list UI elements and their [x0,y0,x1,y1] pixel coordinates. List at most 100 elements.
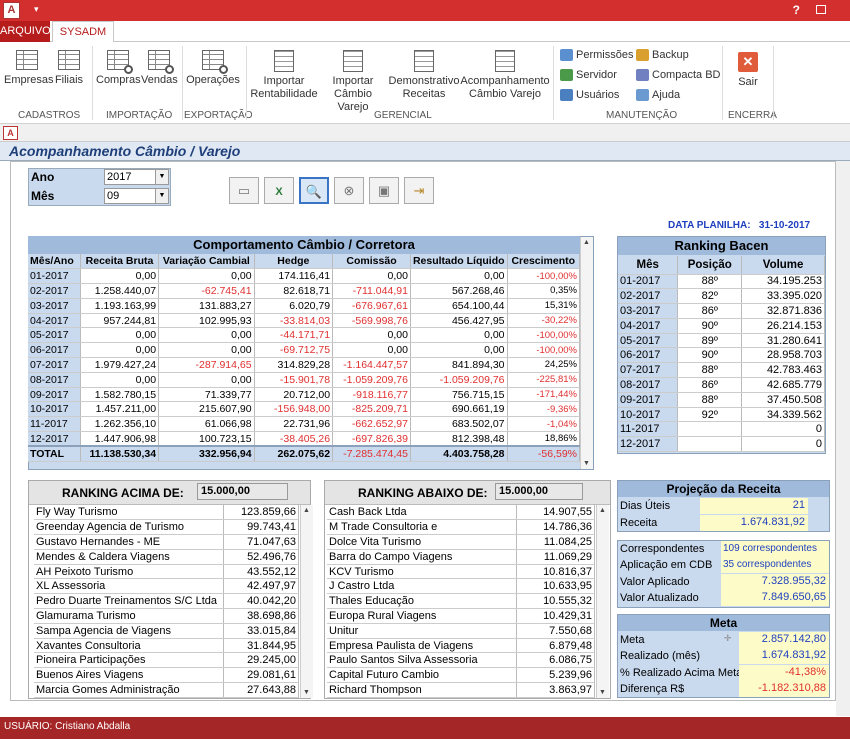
list-item[interactable]: Xavantes Consultoria 31.844,95 [34,638,299,654]
table-row[interactable]: 06-2017 90º 28.958.703 [618,347,825,364]
empresas-button[interactable]: Empresas [4,50,54,87]
importar-cambio-button[interactable]: Importar Câmbio Varejo [318,50,388,114]
table-row[interactable]: 03-2017 1.193.163,99 131.883,27 6.020,79 -67… [28,298,581,314]
list-item[interactable]: KCV Turismo 10.816,37 [327,564,595,580]
excel-export-button[interactable]: X [264,177,294,204]
list-item[interactable]: Mendes & Caldera Viagens 52.496,76 [34,549,299,565]
list-item[interactable]: J Castro Ltda 10.633,95 [327,578,595,595]
group-cadastros: CADASTROS [18,110,81,121]
permissoes-button[interactable]: Permissões [560,49,633,61]
table-row[interactable]: 05-2017 0,00 0,00 -44.171,71 0,00 0,00 -100,00… [28,327,581,344]
receita-value[interactable]: 1.674.831,92 [700,515,808,531]
ranking-abaixo-threshold[interactable]: 15.000,00 [495,483,583,500]
ranking-acima-scrollbar[interactable]: ▲ ▼ [300,505,313,698]
list-item[interactable]: M Trade Consultoria e 14.786,36 [327,519,595,536]
list-item[interactable]: Pioneira Participações 29.245,00 [34,652,299,669]
scroll-up-icon[interactable]: ▲ [303,507,310,514]
tab-sysadm[interactable]: SYSADM [52,21,114,43]
backup-button[interactable]: Backup [636,49,689,61]
list-item[interactable]: Barra do Campo Viagens 11.069,29 [327,549,595,565]
ranking-abaixo-scrollbar[interactable]: ▲ ▼ [596,505,609,698]
table-row[interactable]: 10-2017 92º 34.339.562 [618,407,825,423]
demonstrativo-button[interactable]: Demonstrativo Receitas [388,50,460,101]
table-row[interactable]: 10-2017 1.457.211,00 215.607,90 -156.948,00… [28,401,581,418]
list-item[interactable]: Richard Thompson 3.863,97 [327,682,595,698]
scroll-up-icon[interactable]: ▲ [599,507,606,514]
row-volume: 0 [741,436,825,453]
dias-uteis-value[interactable]: 21 [700,498,808,514]
ranking-acima-threshold[interactable]: 15.000,00 [197,483,288,500]
window-button[interactable]: ▭ [229,177,259,204]
meta-value[interactable]: 2.857.142,80 [739,632,829,648]
table-row[interactable]: 12-2017 0 [618,436,825,453]
comportamento-scrollbar[interactable]: ▲ ▼ [580,237,593,469]
form-scrollbar[interactable] [836,161,850,716]
mes-select[interactable]: 09 ▼ [104,188,169,204]
acompanhamento-button[interactable]: Acompanhamento Câmbio Varejo [460,50,550,101]
list-item[interactable]: Fly Way Turismo 123.859,66 [34,505,299,521]
ano-select[interactable]: 2017 ▼ [104,169,169,185]
table-row[interactable]: 07-2017 1.979.427,24 -287.914,65 314.829,28… [28,357,581,373]
table-row[interactable]: 07-2017 88º 42.783.463 [618,362,825,379]
table-row[interactable]: 08-2017 0,00 0,00 -15.901,78 -1.059.209,76 -1… [28,372,581,388]
table-row[interactable]: 03-2017 86º 32.871.836 [618,303,825,319]
list-item[interactable]: Gustavo Hernandes - ME 71.047,63 [34,534,299,550]
usuarios-button[interactable]: Usuários [560,89,619,101]
scroll-down-icon[interactable]: ▼ [583,460,590,467]
scroll-down-icon[interactable]: ▼ [303,689,310,696]
save-button[interactable]: ▣ [369,177,399,204]
cancel-button[interactable]: ⊗ [334,177,364,204]
preview-button[interactable]: 🔍 [299,177,329,204]
table-row[interactable]: 02-2017 1.258.440,07 -62.745,41 82.618,71 -7… [28,283,581,299]
list-item[interactable]: Unitur 7.550,68 [327,623,595,639]
list-item[interactable]: Thales Educação 10.555,32 [327,593,595,610]
table-row[interactable]: 01-2017 88º 34.195.253 [618,274,825,290]
operacoes-button[interactable]: Operações [186,50,240,87]
list-item[interactable]: Dolce Vita Turismo 11.084,25 [327,534,595,550]
table-row[interactable]: 09-2017 1.582.780,15 71.339,77 20.712,00 -91… [28,387,581,403]
help-button[interactable]: ? [792,3,800,17]
exit-button[interactable]: ⇥ [404,177,434,204]
ajuda-button[interactable]: Ajuda [636,89,680,101]
compacta-button[interactable]: Compacta BD [636,69,720,81]
list-item[interactable]: Paulo Santos Silva Assessoria 6.086,75 [327,652,595,669]
list-item[interactable]: Europa Rural Viagens 10.429,31 [327,608,595,624]
list-item[interactable]: Buenos Aires Viagens 29.081,61 [34,667,299,684]
quick-access-dropdown-icon[interactable]: ▾ [34,4,39,14]
compras-button[interactable]: Compras [96,50,141,87]
list-item[interactable]: Empresa Paulista de Viagens 6.879,48 [327,638,595,654]
list-item[interactable]: Marcia Gomes Administração 27.643,88 [34,682,299,698]
table-row[interactable]: 12-2017 1.447.906,98 100.723,15 -38.405,26-… [28,431,581,447]
form-tab-icon[interactable]: A [3,126,18,140]
table-row[interactable]: 11-2017 0 [618,421,825,438]
scroll-down-icon[interactable]: ▼ [599,689,606,696]
table-row[interactable]: 08-2017 86º 42.685.779 [618,377,825,393]
sair-button[interactable]: ✕ Sair [734,52,762,89]
chevron-down-icon[interactable]: ▼ [155,189,168,203]
table-row[interactable]: 05-2017 89º 31.280.641 [618,333,825,349]
list-item[interactable]: XL Assessoria 42.497,97 [34,578,299,595]
table-row[interactable]: 04-2017 957.244,81 102.995,93 -33.814,03 -56… [28,313,581,329]
servidor-button[interactable]: Servidor [560,69,617,81]
importar-rentabilidade-button[interactable]: Importar Rentabilidade [250,50,318,101]
access-app-icon[interactable]: A [3,2,20,19]
table-row[interactable]: 02-2017 82º 33.395.020 [618,288,825,305]
filiais-button[interactable]: Filiais [52,50,86,87]
vendas-button[interactable]: Vendas [141,50,178,87]
table-row[interactable]: 01-2017 0,00 0,00 174.116,41 0,00 0,00 -100,00… [28,268,581,285]
list-item[interactable]: Cash Back Ltda 14.907,55 [327,505,595,521]
list-item[interactable]: AH Peixoto Turismo 43.552,12 [34,564,299,580]
table-row[interactable]: 09-2017 88º 37.450.508 [618,392,825,408]
tab-arquivo[interactable]: ARQUIVO [0,21,51,42]
restore-window-icon[interactable] [816,5,826,14]
chevron-down-icon[interactable]: ▼ [155,170,168,184]
table-row[interactable]: 06-2017 0,00 0,00 -69.712,75 0,00 0,00 -100,00… [28,342,581,359]
list-item[interactable]: Capital Futuro Cambio 5.239,96 [327,667,595,684]
list-item[interactable]: Greenday Agencia de Turismo 99.743,41 [34,519,299,536]
scroll-up-icon[interactable]: ▲ [583,239,590,246]
list-item[interactable]: Glamurama Turismo 38.698,86 [34,608,299,624]
list-item[interactable]: Pedro Duarte Treinamentos S/C Ltda 40.042… [34,593,299,610]
table-row[interactable]: 04-2017 90º 26.214.153 [618,318,825,334]
list-item[interactable]: Sampa Agencia de Viagens 33.015,84 [34,623,299,639]
table-row[interactable]: 11-2017 1.262.356,10 61.066,98 22.731,96 -66… [28,416,581,433]
